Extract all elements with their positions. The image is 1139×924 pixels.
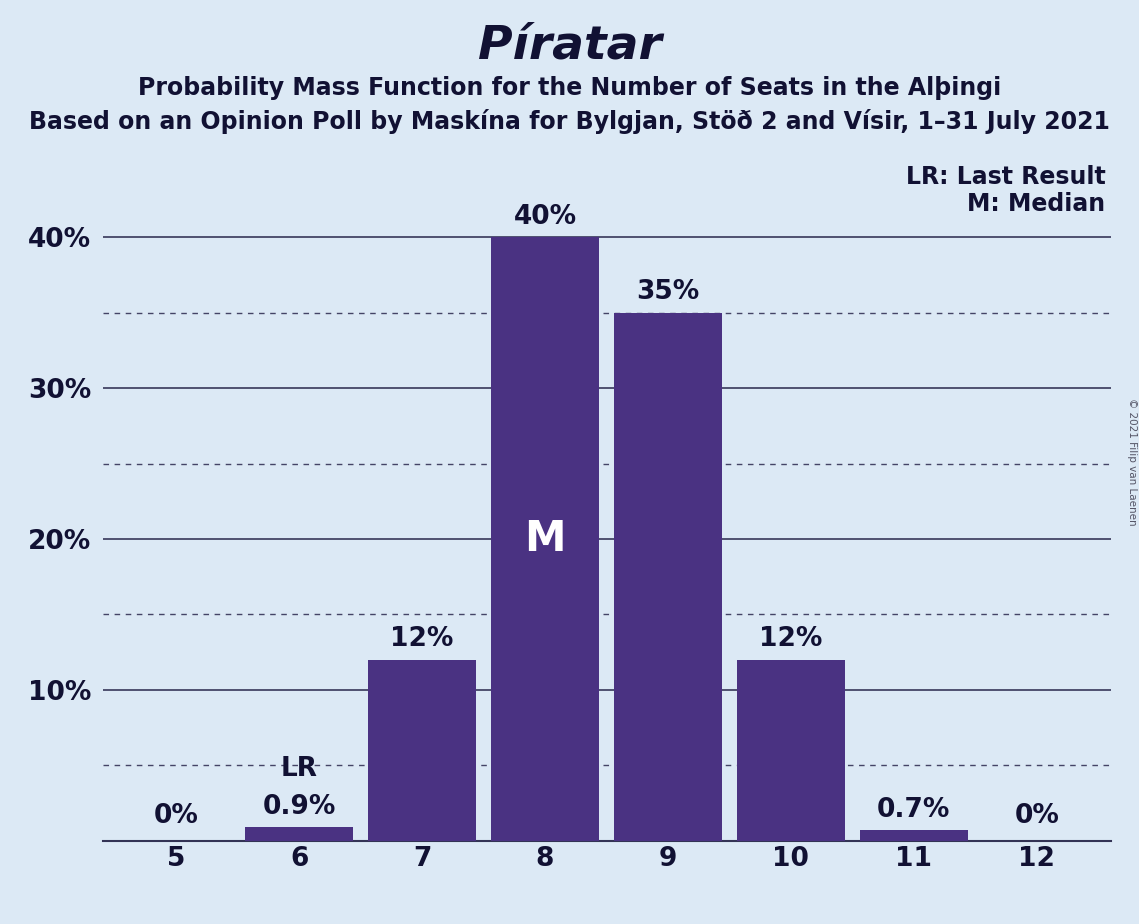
Bar bbox=[860, 831, 968, 841]
Text: LR: Last Result: LR: Last Result bbox=[906, 165, 1106, 189]
Text: M: M bbox=[524, 518, 566, 560]
Text: M: Median: M: Median bbox=[967, 192, 1106, 216]
Bar bbox=[614, 312, 722, 841]
Text: Probability Mass Function for the Number of Seats in the Alþingi: Probability Mass Function for the Number… bbox=[138, 76, 1001, 100]
Text: 40%: 40% bbox=[514, 203, 576, 230]
Bar bbox=[737, 660, 845, 841]
Text: LR: LR bbox=[280, 756, 318, 782]
Text: Píratar: Píratar bbox=[477, 23, 662, 68]
Text: 0.7%: 0.7% bbox=[877, 796, 951, 822]
Text: 12%: 12% bbox=[760, 626, 822, 652]
Text: © 2021 Filip van Laenen: © 2021 Filip van Laenen bbox=[1126, 398, 1137, 526]
Text: 12%: 12% bbox=[391, 626, 453, 652]
Text: 35%: 35% bbox=[637, 279, 699, 305]
Bar bbox=[491, 237, 599, 841]
Text: Based on an Opinion Poll by Maskína for Bylgjan, Stöð 2 and Vísir, 1–31 July 202: Based on an Opinion Poll by Maskína for … bbox=[30, 109, 1109, 134]
Text: 0%: 0% bbox=[154, 803, 198, 829]
Text: 0.9%: 0.9% bbox=[262, 794, 336, 820]
Bar bbox=[245, 827, 353, 841]
Text: 0%: 0% bbox=[1015, 803, 1059, 829]
Bar bbox=[368, 660, 476, 841]
